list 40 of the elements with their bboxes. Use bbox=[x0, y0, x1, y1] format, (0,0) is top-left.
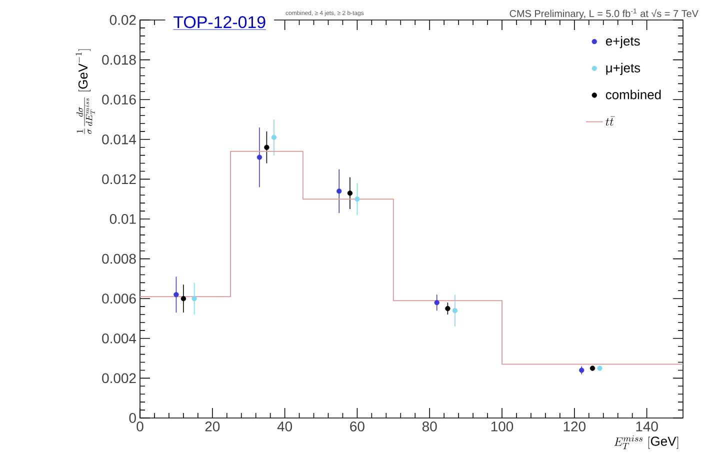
y-axis-title: $\frac{1}{\sigma}\frac{d\sigma}{dE_{T}^{miss}}\ [\mathrm{GeV}^{-1}]$ bbox=[76, 49, 95, 134]
point bbox=[271, 134, 277, 140]
y-tick-label: 0.006 bbox=[102, 294, 136, 304]
x-tick-label: 140 bbox=[636, 422, 658, 432]
point bbox=[354, 196, 360, 202]
point bbox=[192, 296, 197, 302]
x-tick-label: 0 bbox=[136, 422, 144, 432]
x-tick-label: 40 bbox=[277, 422, 292, 432]
point bbox=[347, 190, 353, 196]
y-tick-label: 0.01 bbox=[110, 214, 136, 224]
legend-label: μ+jets bbox=[606, 62, 640, 76]
y-tick-label: 0.014 bbox=[102, 134, 136, 144]
x-tick-label: 80 bbox=[422, 422, 437, 432]
x-tick-label: 20 bbox=[205, 422, 220, 432]
point bbox=[256, 154, 262, 160]
y-tick-label: 0 bbox=[129, 413, 136, 423]
point bbox=[174, 292, 179, 298]
y-tick-label: 0.012 bbox=[102, 174, 136, 184]
legend-label: $t\bar{t}$ bbox=[606, 116, 615, 126]
y-tick-label: 0.018 bbox=[102, 54, 136, 65]
point bbox=[434, 300, 440, 306]
point bbox=[452, 308, 458, 314]
y-tick-label: 0.004 bbox=[102, 333, 136, 344]
chart-title: CMS Preliminary, L = 5.0 fb$^{-1}$ at √s = 7 TeV bbox=[510, 8, 698, 20]
point bbox=[180, 296, 186, 302]
legend-label: combined bbox=[606, 90, 661, 100]
annotation: TOP-12-019 bbox=[174, 16, 266, 28]
y-tick-label: 0.008 bbox=[102, 254, 136, 264]
x-tick-label: 120 bbox=[564, 422, 586, 432]
point bbox=[445, 306, 450, 312]
y-tick-label: 0.002 bbox=[102, 373, 136, 384]
point bbox=[264, 144, 270, 150]
point bbox=[336, 188, 342, 194]
legend-label: e+jets bbox=[606, 36, 640, 48]
point bbox=[590, 366, 596, 371]
x-tick-label: 60 bbox=[350, 422, 364, 432]
x-axis-title: $E_{T}^{miss}\ [\mathrm{GeV}]$ bbox=[614, 435, 678, 450]
y-tick-label: 0.02 bbox=[110, 15, 136, 25]
x-tick-label: 100 bbox=[491, 422, 514, 432]
y-tick-label: 0.016 bbox=[102, 94, 136, 105]
